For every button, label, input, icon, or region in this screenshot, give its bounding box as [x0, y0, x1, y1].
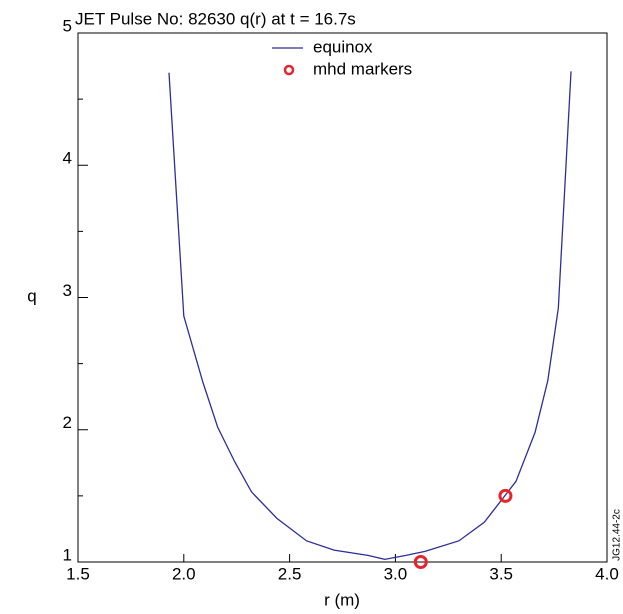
y-tick-label: 2 [63, 413, 72, 432]
x-tick-label: 2.0 [172, 564, 196, 583]
x-axis-label: r (m) [324, 590, 360, 609]
x-tick-label: 1.5 [66, 564, 90, 583]
x-tick-label: 3.5 [489, 564, 513, 583]
line [168, 71, 572, 561]
marker [413, 555, 428, 569]
y-tick-label: 4 [63, 149, 72, 168]
y-tick-label: 1 [63, 545, 72, 564]
legend-label: mhd markers [313, 59, 412, 78]
legend-marker [283, 64, 295, 76]
x-tick-label: 3.0 [384, 564, 408, 583]
figure-id: JG12.44-2c [612, 509, 623, 561]
plot-frame [77, 32, 608, 563]
marker [498, 488, 513, 503]
chart-title: JET Pulse No: 82630 q(r) at t = 16.7s [75, 9, 356, 28]
legend-label: equinox [313, 37, 373, 56]
y-tick-label: 5 [63, 16, 72, 35]
y-axis-label: q [27, 286, 36, 305]
x-tick-label: 2.5 [278, 564, 302, 583]
x-tick-label: 4.0 [595, 564, 619, 583]
y-tick-label: 3 [63, 281, 72, 300]
